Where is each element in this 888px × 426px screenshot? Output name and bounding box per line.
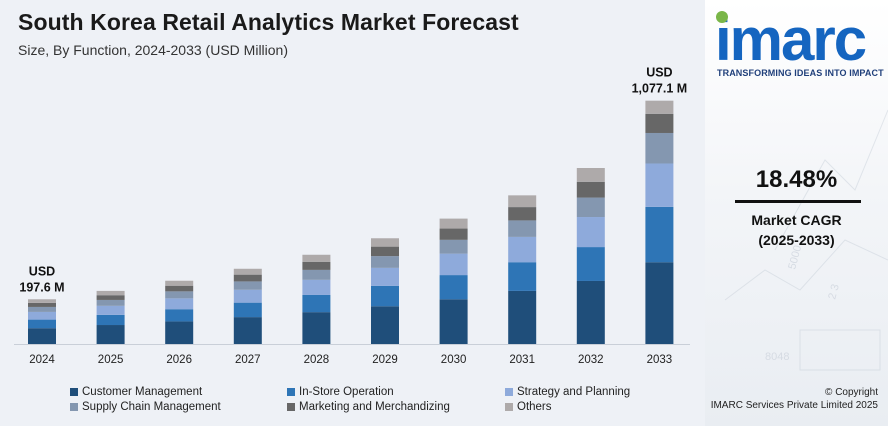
cagr-divider xyxy=(735,200,861,203)
bar-segment xyxy=(28,302,56,307)
bar-segment xyxy=(371,285,399,307)
bar-segment xyxy=(371,306,399,344)
bar-segment xyxy=(439,218,468,229)
sidebar: 5000 2 3 8048 imarc TRANSFORMING IDEAS I… xyxy=(705,0,888,426)
bar-segment xyxy=(165,321,194,344)
cagr-value: 18.48% xyxy=(755,166,838,193)
bar-segment xyxy=(645,206,674,263)
bar-segment xyxy=(508,207,537,221)
bar-segment xyxy=(28,311,56,320)
bar-segment xyxy=(371,267,399,286)
bar-segment xyxy=(165,291,194,299)
bar-segment xyxy=(576,280,605,344)
bar-segment xyxy=(96,290,125,296)
bar-segment xyxy=(302,312,331,344)
bar-segment xyxy=(439,228,468,240)
bar-segment xyxy=(302,254,331,262)
bar-segment xyxy=(302,294,331,313)
bar-segment xyxy=(576,168,605,182)
bar-segment xyxy=(165,298,194,310)
bar-segment xyxy=(302,269,331,280)
x-tick-label: 2026 xyxy=(166,354,192,366)
x-tick-label: 2032 xyxy=(578,354,604,366)
x-tick-label: 2027 xyxy=(235,354,261,366)
bar-segment xyxy=(233,289,262,303)
bar-segment xyxy=(439,275,468,300)
logo-tagline: TRANSFORMING IDEAS INTO IMPACT xyxy=(717,68,884,78)
svg-text:2 3: 2 3 xyxy=(826,283,842,301)
bar-segment xyxy=(302,261,331,270)
bar-segment xyxy=(645,163,674,207)
bar-segment xyxy=(576,197,605,218)
x-tick-label: 2024 xyxy=(29,354,55,366)
bar-segment xyxy=(371,246,399,257)
chart-title: South Korea Retail Analytics Market Fore… xyxy=(18,9,519,35)
x-tick-label: 2031 xyxy=(509,354,535,366)
bar-segment xyxy=(576,247,605,281)
x-tick-label: 2033 xyxy=(647,354,673,366)
bar-segment xyxy=(165,309,194,322)
bar-segment xyxy=(28,299,56,303)
cagr-period: (2025-2033) xyxy=(758,232,835,248)
imarc-logo: imarc xyxy=(715,4,885,84)
bar-segment xyxy=(645,113,674,133)
bar-segment xyxy=(508,195,537,208)
copyright-line1: © Copyright xyxy=(825,387,878,398)
logo-dot-icon xyxy=(716,11,728,23)
annotation-2033-unit: USD xyxy=(646,66,672,80)
x-tick-label: 2030 xyxy=(441,354,467,366)
copyright: © Copyright IMARC Services Private Limit… xyxy=(711,386,878,412)
bar-segment xyxy=(96,325,125,344)
bar-segment xyxy=(508,290,537,344)
bar-segment xyxy=(28,319,56,329)
copyright-line2: IMARC Services Private Limited 2025 xyxy=(710,400,878,411)
bar-segment xyxy=(28,328,56,344)
annotation-2024-unit: USD xyxy=(29,264,55,278)
svg-text:8048: 8048 xyxy=(765,351,789,363)
bar-segment xyxy=(28,306,56,312)
bar-segment xyxy=(302,279,331,295)
bar-segment xyxy=(96,305,125,315)
bar-segment xyxy=(233,281,262,290)
bar-segment xyxy=(576,181,605,198)
cagr-label: Market CAGR xyxy=(751,212,842,228)
bar-segment xyxy=(233,302,262,318)
bar-segment xyxy=(439,239,468,254)
logo-wordmark: imarc xyxy=(715,6,866,66)
svg-text:5000: 5000 xyxy=(786,244,804,271)
bar-segment xyxy=(233,317,262,344)
bar-segment xyxy=(508,236,537,263)
bar-segment xyxy=(371,256,399,268)
bar-segment xyxy=(508,262,537,291)
x-tick-label: 2025 xyxy=(98,354,124,366)
bar-segment xyxy=(233,268,262,275)
annotation-2024-value: 197.6 M xyxy=(19,280,64,294)
x-tick-label: 2028 xyxy=(304,354,330,366)
bar-segment xyxy=(233,274,262,282)
bar-segment xyxy=(165,280,194,286)
x-tick-label: 2029 xyxy=(372,354,398,366)
bar-segment xyxy=(576,217,605,248)
bar-segment xyxy=(645,132,674,164)
chart-panel: South Korea Retail Analytics Market Fore… xyxy=(0,0,705,426)
bar-segment xyxy=(96,295,125,300)
bar-segment xyxy=(371,238,399,247)
bar-segment xyxy=(645,262,674,344)
stacked-bar-chart: 2024 2025 2026 2027 2028 2029 2030 2031 2032 2033… xyxy=(14,66,690,366)
bar-segment xyxy=(439,253,468,276)
bar-segment xyxy=(96,299,125,306)
annotation-2033-value: 1,077.1 M xyxy=(632,82,688,96)
bar-segment xyxy=(96,314,125,326)
bar-segment xyxy=(439,299,468,344)
bar-segment xyxy=(165,285,194,292)
chart-subtitle: Size, By Function, 2024-2033 (USD Millio… xyxy=(18,42,289,58)
background-decoration: 5000 2 3 8048 xyxy=(724,109,888,371)
bar-segment xyxy=(645,100,674,114)
bar-segment xyxy=(508,220,537,237)
